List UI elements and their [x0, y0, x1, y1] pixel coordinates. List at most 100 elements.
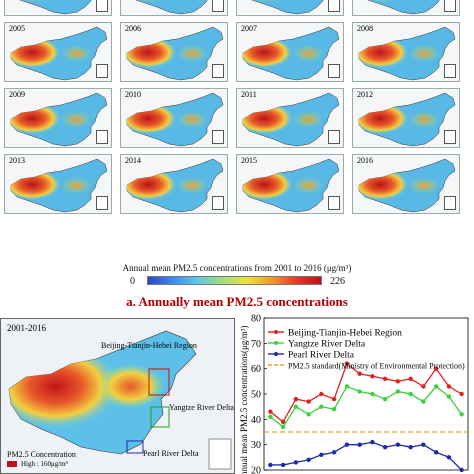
yrd-region-box — [150, 406, 170, 428]
label-yrd: Yangtze River Delta — [169, 403, 234, 412]
panel-a-caption: Annual mean PM2.5 concentrations from 20… — [122, 263, 352, 273]
series-point — [395, 442, 401, 447]
series-point — [459, 467, 464, 473]
series-point — [268, 414, 273, 419]
annual-map-svg — [358, 158, 456, 213]
annual-map-svg — [135, 0, 208, 15]
series-point — [344, 361, 350, 366]
annual-map-cell: 2015 — [236, 154, 344, 214]
series-point — [408, 391, 413, 397]
y-tick-label: 60 — [251, 364, 261, 375]
series-point — [395, 389, 401, 394]
series-point — [357, 442, 362, 447]
summary-map-svg — [7, 330, 232, 470]
south-sea-inset — [444, 196, 456, 210]
label-prd: Pearl River Delta — [143, 449, 199, 458]
series-point — [370, 374, 375, 379]
series-point — [357, 371, 362, 376]
annual-map-svg — [251, 0, 324, 15]
series-point — [459, 412, 464, 417]
series-point — [331, 450, 337, 455]
series-point — [382, 376, 388, 381]
summary-map-panel: 2001-2016 Beijing-Tianjin-Hebei Region Y… — [0, 318, 235, 474]
series-point — [268, 409, 273, 414]
y-tick-label: 40 — [251, 415, 261, 426]
legend-label: PM2.5 standard(Ministry of Environmental… — [288, 362, 465, 371]
south-sea-inset — [96, 64, 108, 78]
series-line — [269, 362, 462, 423]
annual-map-cell: 2010 — [120, 88, 228, 148]
annual-map-svg — [242, 92, 340, 147]
y-tick-label: 20 — [251, 466, 261, 474]
y-axis-label: Annual mean PM2.5 concentrations(μg/m³) — [239, 326, 249, 474]
south-sea-inset — [212, 196, 224, 210]
annual-map-svg — [242, 158, 340, 213]
series-point — [395, 379, 401, 384]
annual-map-cell — [352, 0, 460, 16]
legend-title: PM2.5 Concentration — [7, 450, 76, 459]
series-point — [446, 455, 452, 460]
series-point — [268, 462, 273, 468]
prd-region-box — [126, 440, 144, 454]
series-point — [433, 450, 439, 455]
series-point — [319, 452, 324, 457]
annual-map-cell: 2006 — [120, 22, 228, 82]
label-jjh: Beijing-Tianjin-Hebei Region — [101, 341, 197, 350]
jjh-region-box — [148, 368, 170, 396]
annual-map-cell — [120, 0, 228, 16]
series-point — [433, 366, 439, 371]
series-point — [280, 419, 286, 425]
series-point — [382, 396, 388, 402]
year-label: 2008 — [357, 24, 373, 33]
year-label: 2006 — [125, 24, 141, 33]
annual-map-cell: 2012 — [352, 88, 460, 148]
legend-marker — [274, 330, 278, 334]
south-sea-inset — [444, 130, 456, 144]
legend-high-swatch — [7, 461, 17, 467]
series-point — [331, 396, 337, 402]
series-point — [408, 376, 413, 381]
south-sea-inset — [208, 438, 232, 470]
annual-map-cell: 2016 — [352, 154, 460, 214]
series-point — [306, 457, 311, 463]
y-tick-label: 80 — [251, 314, 261, 325]
year-label: 2014 — [125, 156, 141, 165]
legend-marker — [274, 352, 278, 356]
series-point — [459, 391, 464, 397]
annual-map-cell: 2013 — [4, 154, 112, 214]
annual-map-svg — [358, 26, 456, 81]
south-sea-inset — [328, 0, 340, 12]
south-sea-inset — [212, 130, 224, 144]
series-point — [370, 439, 375, 445]
series-line — [269, 385, 463, 428]
south-sea-inset — [96, 196, 108, 210]
legend-label: Yangtze River Delta — [288, 340, 366, 350]
year-label: 2012 — [357, 90, 373, 99]
series-point — [293, 404, 299, 409]
series-point — [357, 389, 362, 394]
south-sea-inset — [96, 0, 108, 12]
legend-high-label: High : 160μg/m³ — [21, 460, 68, 468]
annual-map-cell: 2007 — [236, 22, 344, 82]
annual-map-cell — [4, 0, 112, 16]
south-sea-inset — [96, 130, 108, 144]
south-sea-inset — [444, 0, 456, 12]
south-sea-inset — [328, 196, 340, 210]
year-label: 2011 — [241, 90, 257, 99]
panel-a-title: a. Annually mean PM2.5 concentrations — [126, 294, 348, 309]
south-sea-inset — [212, 0, 224, 12]
series-point — [293, 396, 299, 402]
series-point — [446, 384, 452, 389]
series-point — [370, 391, 375, 397]
chart-frame — [263, 317, 469, 471]
south-sea-inset — [212, 64, 224, 78]
series-point — [280, 462, 286, 468]
annual-map-cell: 2009 — [4, 88, 112, 148]
colorbar — [147, 276, 322, 285]
period-label: 2001-2016 — [7, 323, 46, 333]
series-point — [408, 445, 413, 450]
y-tick-label: 50 — [251, 390, 261, 401]
series-point — [293, 460, 299, 465]
annual-map-cell — [236, 0, 344, 16]
